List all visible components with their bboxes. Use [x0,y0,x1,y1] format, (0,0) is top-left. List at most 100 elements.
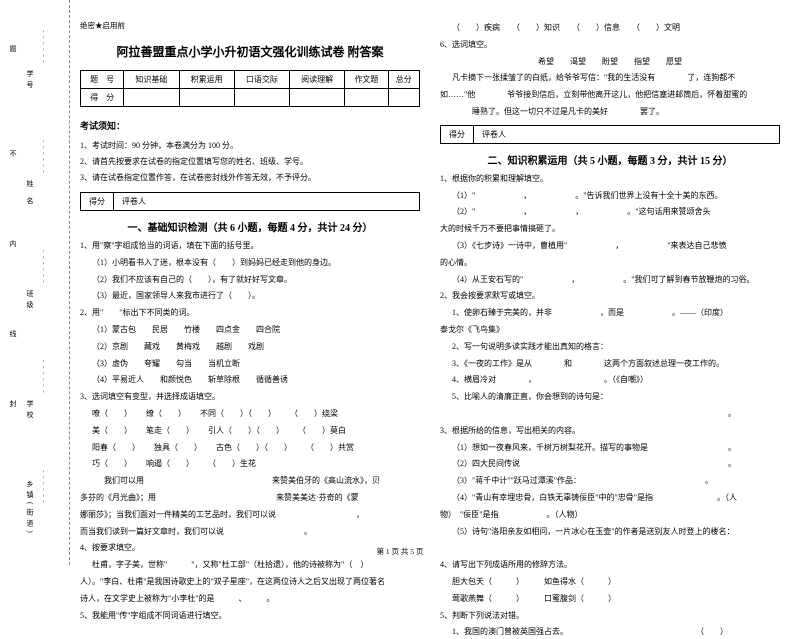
section2-title: 二、知识积累运用（共 5 小题，每题 3 分，共计 15 分） [440,152,780,167]
bind-dash-1: 线 [8,330,18,339]
q23-5: 物） "佞臣"是指 。（人物） [440,509,780,522]
q25: 5、判断下列说法对错。 [440,610,780,623]
q23-3: （3）"蒋千中计""跃马过潭溪"作品： 。 [440,475,780,488]
notice-block: 1、考试时间：90 分钟，本卷满分为 100 分。 2、请首先按要求在试卷的指定… [80,136,420,188]
binding-strip: 乡镇(街道) - - - - - - 学校 封 - - - - - - 线 班级… [0,0,70,565]
q22-2: 泰戈尔《飞鸟集》 [440,324,780,337]
q21-2: （2）" ， ， 。"这句话用来赞颂舍头 [440,206,780,219]
q6-opts: 希望 渴望 盼望 指望 愿望 [440,56,780,69]
q3: 3、选词填空有变型，并选择成语填空。 [80,391,420,404]
q3-r2: 美（ ） 笔走（ ） 引人（ ）（ ） （ ）莫白 [80,425,420,438]
score-h3: 口语交际 [234,71,289,89]
q3-r2b: 笔走（ ） [146,425,194,438]
q3-r1: 嘹（ ） 缭（ ） 不同（ ）（ ） （ ）绕梁 [80,408,420,421]
score-row-label: 得 分 [81,89,124,107]
q1-1: （1）小明看书入了迷，根本没有（ ）到妈妈已经走到他的身边。 [80,257,420,270]
q3-r1c: 不同（ ）（ ） [200,408,276,421]
q23-4: （4）"青山有幸埋忠骨，白铁无辜铸佞臣"中的"忠骨"是指 。（人 [440,492,780,505]
score-h2: 积累运用 [179,71,234,89]
q3-r4b: 响遏（ ） [146,458,194,471]
q24: 4、请写出下列成语所用的修辞方法。 [440,559,780,572]
q4-3: 诗人，在文学史上被称为"小李杜"的是 、 。 [80,593,420,606]
q3-r3d: （ ）共赏 [306,442,354,455]
q3-r3b: 独具（ ） [154,442,202,455]
score-h5: 作文题 [345,71,388,89]
q5-r: （ ）疾病 （ ）知识 （ ）信息 （ ）文明 [440,22,780,35]
q21-5: 的心情。 [440,257,780,270]
bind-dots-1: - - - - - - [40,360,48,394]
q2-3: （3）虚伪 夸耀 勾当 当机立断 [80,358,420,371]
q21: 1、根据你的积累和理解填空。 [440,173,780,186]
q3-r3a: 阳春（ ） [92,442,140,455]
q3-r2c: 引人（ ）（ ） [208,425,284,438]
bind-dash-3: 不 [8,150,18,159]
score-h6: 总分 [388,71,419,89]
q6: 6、选词填空。 [440,39,780,52]
score-c2[interactable] [179,89,234,107]
q6-t2: 如……"他 爷爷接到信后，立刻带他离开这儿，他把信塞进邮筒后，怀着甜蜜的 [440,89,780,102]
bind-dots-2: - - - - - - [40,250,48,284]
q3-t4: 而当我们读到一篇好文章时，我们可以说 。 [80,526,420,539]
right-column: （ ）疾病 （ ）知识 （ ）信息 （ ）文明 6、选词填空。 希望 渴望 盼望… [440,20,780,540]
notice-title: 考试须知： [80,119,420,132]
q21-1: （1）" ， 。"告诉我们世界上没有十全十美的东西。 [440,190,780,203]
score-c6[interactable] [388,89,419,107]
q1-2: （2）我们不应该有自己的（ ），有了就好好写文章。 [80,274,420,287]
score-c4[interactable] [290,89,345,107]
bind-label-3: 姓 名 [25,180,35,208]
grader-score-2: 得分 [441,126,474,143]
q6-t1: 凡卡摘下一张揉皱了的白纸，给爷爷写信："我的生活没有 了，连狗都不 [440,72,780,85]
q22-5: 4、横眉冷对 ， 。（《自嘲》） [440,374,780,387]
q3-r2d: （ ）莫白 [298,425,346,438]
bind-dash-2: 内 [8,240,18,249]
grader-score: 得分 [81,193,114,210]
q23-2: （2）四大民间传说 。 [440,458,780,471]
bind-label-4: 学号 [25,70,35,92]
q3-r4c: （ ）生花 [208,458,256,471]
q4-1: 杜甫，字子美，世称" "，又称"杜工部"（杜拾遗），他的诗被称为"（ ） [80,559,420,572]
grader-box-2: 得分 评卷人 [440,125,780,144]
q3-r4a: 巧（ ） [92,458,132,471]
bind-dots-0: - - - - - - [40,470,48,504]
q25-1: 1、我国的澳门曾被英国强占去。 （ ） [440,626,780,639]
q22: 2、我会按要求默写或填空。 [440,290,780,303]
q3-t1: 我们可以用 来赞美伯牙的《高山流水》，贝 [80,475,420,488]
bind-dash-4: 题 [8,45,18,54]
score-h0: 题 号 [81,71,124,89]
bind-dots-4: - - - - - - [40,30,48,64]
q2: 2、用" "标出下不同类的词。 [80,307,420,320]
q23-1: （1）想如一夜春风来，千树万树梨花开。描写的事物是 。 [440,442,780,455]
score-c5[interactable] [345,89,388,107]
q2-1: （1）蒙古包 民居 竹楼 四点金 四合院 [80,324,420,337]
q22-6: 5、比喻人的清廉正直，你会想到的诗句是： [440,391,780,404]
q22-7: 。 [440,408,780,421]
left-column: 绝密★启用前 阿拉善盟重点小学小升初语文强化训练试卷 附答案 题 号 知识基础 … [80,20,420,540]
score-c1[interactable] [124,89,179,107]
q3-r2a: 美（ ） [92,425,132,438]
section1-title: 一、基础知识检测（共 6 小题，每题 4 分，共计 24 分） [80,219,420,234]
q24-2: 莺歌燕舞（ ） 口蜜腹剑（ ） [440,593,780,606]
q21-6: （4）从王安石写的" ， 。"我们可了解到春节放鞭炮的习俗。 [440,274,780,287]
q24-1: 胆大包天（ ） 如鱼得水（ ） [440,576,780,589]
q21-4: （3）《七步诗》一诗中，曹植用" ， "来表达自己悲愤 [440,240,780,253]
q22-1: 1、使卵石臻于完美的，并非 ，而是 。——（印度） [440,307,780,320]
q1: 1、用"察"字组成恰当的词语，填在下面的括号里。 [80,240,420,253]
q23: 3、根据所给的信息，写出相关的内容。 [440,425,780,438]
grader-person: 评卷人 [114,193,154,210]
q2-2: （2）京剧 藏戏 黄梅戏 越剧 戏剧 [80,341,420,354]
score-c3[interactable] [234,89,289,107]
notice-3: 3、请在试卷指定位置作答，在试卷密封线外作答无效，不予评分。 [80,172,420,184]
q3-r3: 阳春（ ） 独具（ ） 古色（ ）（ ） （ ）共赏 [80,442,420,455]
notice-2: 2、请首先按要求在试卷的指定位置填写您的姓名、班级、学号。 [80,156,420,168]
q3-r3c: 古色（ ）（ ） [216,442,292,455]
q21-3: 大的时候千万不要把事情搞砸了。 [440,223,780,236]
q2-4: （4）平易近人 和颜悦色 斩草除根 循循善诱 [80,374,420,387]
q22-3: 2、写一句说明多读实践才能出真知的格言： [440,341,780,354]
grader-person-2: 评卷人 [474,126,514,143]
q3-t3: 娜丽莎》；当我们面对一件精美的工艺品时，我们可以说 ， [80,509,420,522]
q4-2: 人）。"李白、杜甫"是我国诗歌史上的"双子星座"，在这两位诗人之后又出现了两位著… [80,576,420,589]
q3-r4: 巧（ ） 响遏（ ） （ ）生花 [80,458,420,471]
bind-label-0: 乡镇(街道) [25,480,35,537]
notice-1: 1、考试时间：90 分钟，本卷满分为 100 分。 [80,140,420,152]
grader-box-1: 得分 评卷人 [80,192,420,211]
